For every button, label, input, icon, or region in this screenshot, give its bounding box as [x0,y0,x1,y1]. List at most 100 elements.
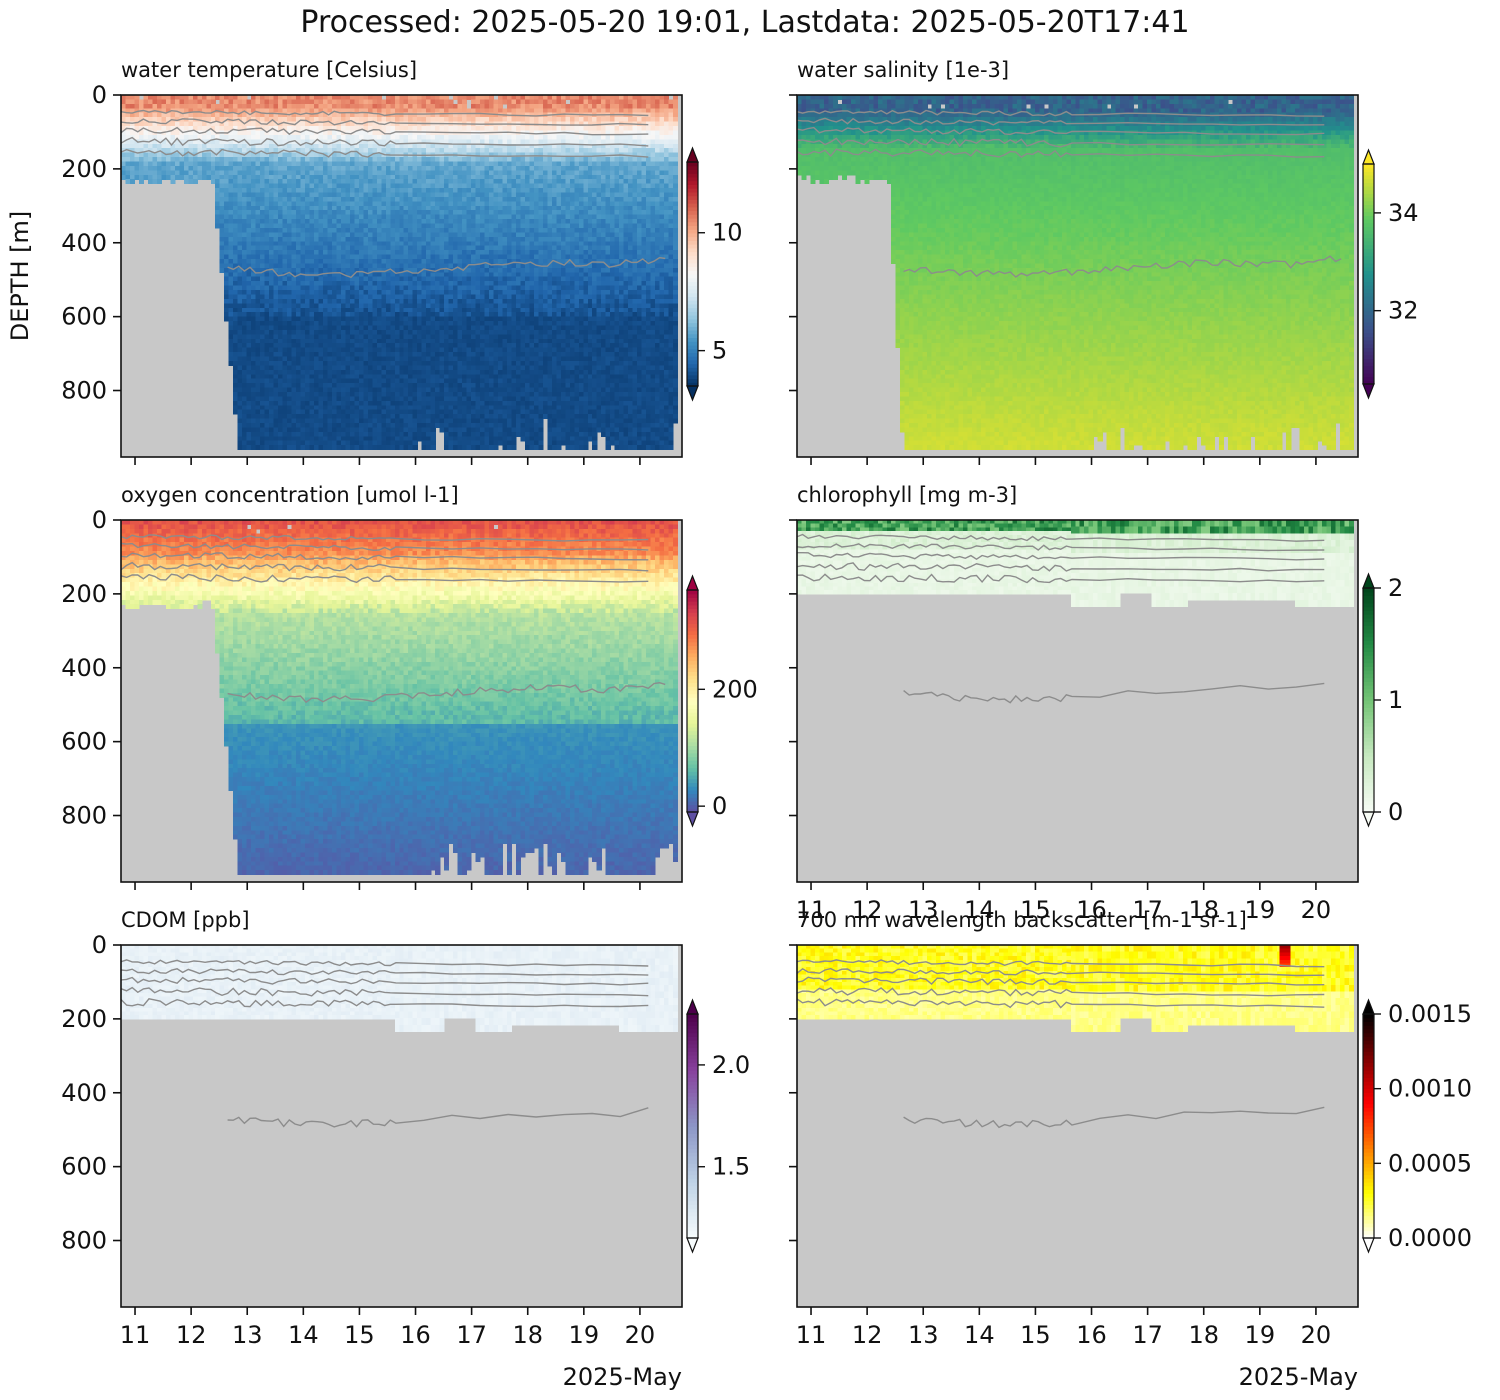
colorbar-tick-label: 34 [1388,199,1419,227]
x-tick-label: 16 [400,1321,431,1349]
y-tick-label: 800 [61,377,107,405]
contour-line [121,986,649,997]
plot-area [121,95,682,457]
x-tick-label: 14 [288,1321,319,1349]
contour-line [797,959,1325,968]
colorbar-extend-max [1362,998,1375,1015]
x-tick-label: 12 [176,1321,207,1349]
colorbar-tick-label: 1.5 [712,1153,750,1181]
x-tick-label: 17 [1132,1321,1163,1349]
panel-title: chlorophyll [mg m-3] [797,483,1017,507]
colorbar: 0 1 2 [1362,572,1403,828]
contour-line [797,987,1325,997]
y-tick-label: 0 [92,81,107,109]
axes-frame [120,94,683,458]
contour-line [797,552,1325,561]
contour-line [121,552,649,561]
isopycnal-contours [797,533,1325,704]
heatmap-cells [121,945,679,1032]
figure-suptitle: Processed: 2025-05-20 19:01, Lastdata: 2… [300,5,1189,40]
panel-4: chlorophyll [mg m-3]11 12 13 14 15 16 17 18 19 20… [789,483,1403,924]
contour-line [121,109,649,117]
colorbar-extend-max [686,998,699,1015]
panel-1: water temperature [Celsius] 0 200 400 600 800… [6,58,743,465]
x-tick-label: 20 [625,1321,656,1349]
x-axis-label: 2025-May [563,1363,682,1391]
contour-line-deep [227,256,666,279]
y-tick-label: 0 [92,506,107,534]
contour-line-deep [903,682,1325,704]
colorbar: 0.0000 0.0005 0.0010 0.0015 [1362,998,1472,1254]
isopycnal-contours [121,959,649,1128]
contour-line [121,976,649,986]
colorbar-extend-max [686,574,699,591]
plot-area [797,520,1358,882]
contour-line-deep [903,1106,1325,1129]
colorbar: 5 10 [686,146,743,402]
contour-line [797,998,1325,1009]
colorbar-extend-min [686,385,699,402]
contour-line [797,126,1325,136]
x-tick-label: 15 [1020,896,1051,924]
colorbar-tick-label: 10 [712,219,743,247]
isopycnal-contours [797,109,1342,278]
x-tick-label: 14 [964,896,995,924]
contour-line [797,533,1325,542]
x-tick-label: 19 [1245,1321,1276,1349]
colorbar-tick-label: 0.0010 [1388,1075,1472,1103]
x-tick-label: 18 [1188,1321,1219,1349]
x-tick-label: 12 [852,1321,883,1349]
y-tick-label: 600 [61,303,107,331]
x-tick-label: 17 [456,1321,487,1349]
contour-line [797,109,1325,117]
colorbar-tick-label: 0.0015 [1388,1000,1472,1028]
colorbar-tick-label: 32 [1388,297,1419,325]
colorbar-extend-min [1362,1237,1375,1254]
colorbar-tick-label: 2 [1388,574,1403,602]
isopycnal-contours [121,109,666,279]
heatmap-cells [121,520,679,876]
y-tick-label: 800 [61,1227,107,1255]
isopycnal-contours [121,534,666,704]
plot-area [797,95,1358,457]
heatmap-cells [121,95,679,451]
contour-line [121,534,649,542]
colorbar-tick-label: 1 [1388,686,1403,714]
x-tick-label: 19 [1245,896,1276,924]
contour-line [797,543,1325,552]
contour-line [797,573,1325,584]
isopycnal-contours [797,959,1325,1129]
plot-area [797,945,1358,1307]
contour-line-deep [227,1107,649,1128]
colorbar-extend-min [686,811,699,828]
contour-line [797,137,1325,148]
x-tick-label: 18 [512,1321,543,1349]
colorbar-extend-max [1362,148,1375,165]
y-tick-label: 200 [61,155,107,183]
x-axis-label: 2025-May [1239,1363,1358,1391]
x-tick-label: 11 [120,1321,151,1349]
x-tick-label: 18 [1188,896,1219,924]
colorbar-tick-label: 200 [712,675,758,703]
x-tick-label: 13 [232,1321,263,1349]
y-tick-label: 400 [61,229,107,257]
panel-title: 700 nm wavelength backscatter [m-1 sr-1] [797,908,1247,932]
x-tick-label: 14 [964,1321,995,1349]
contour-line-deep [227,681,666,704]
contour-line [121,542,649,552]
colorbar-tick-label: 0.0000 [1388,1224,1472,1252]
x-tick-label: 16 [1076,1321,1107,1349]
colorbar-extend-max [1362,572,1375,589]
colorbar-extend-min [1362,811,1375,828]
contour-line [121,126,649,136]
axes-frame [120,944,683,1308]
colorbar: 0 200 [686,574,758,828]
panel-6: 700 nm wavelength backscatter [m-1 sr-1]… [789,908,1472,1391]
colorbar-tick-label: 5 [712,337,727,365]
y-tick-label: 400 [61,1079,107,1107]
axes-frame [796,519,1359,883]
plot-area [121,520,682,882]
contour-line [121,148,649,158]
x-tick-label: 15 [344,1321,375,1349]
